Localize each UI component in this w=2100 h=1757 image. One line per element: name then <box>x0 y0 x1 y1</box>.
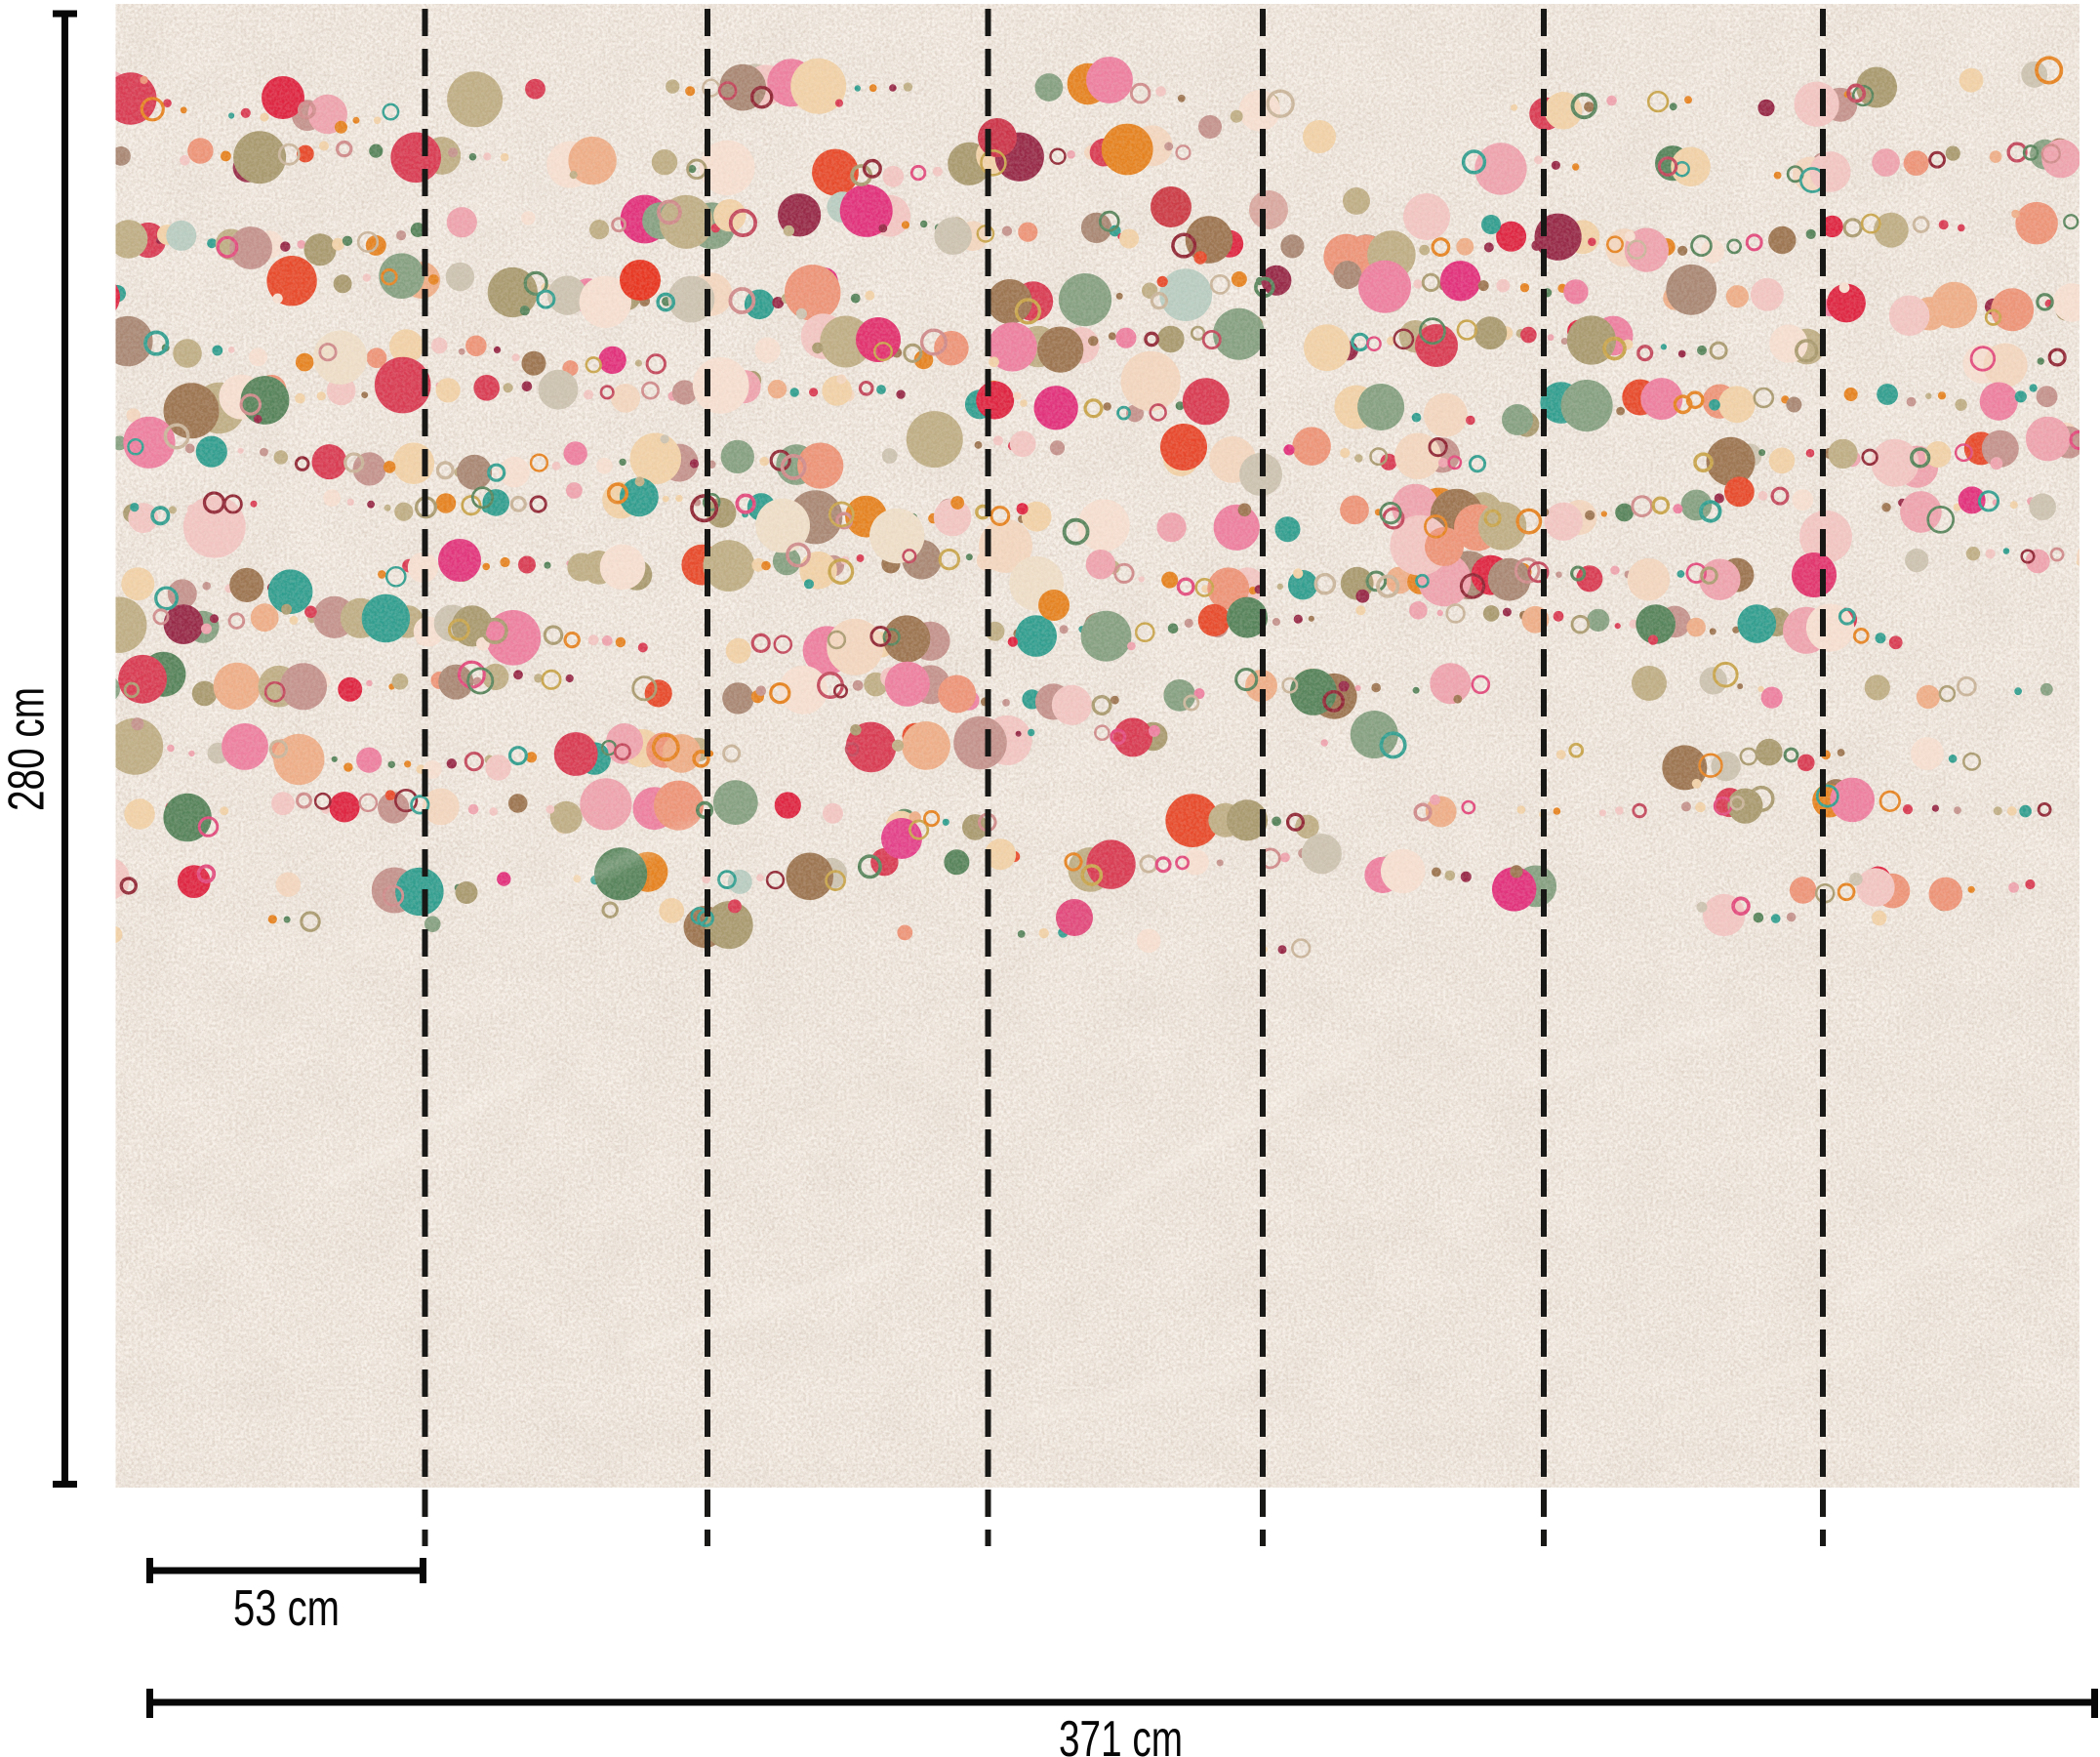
svg-text:371 cm: 371 cm <box>1059 1711 1183 1757</box>
svg-text:280 cm: 280 cm <box>0 687 56 811</box>
svg-text:53 cm: 53 cm <box>233 1580 340 1637</box>
